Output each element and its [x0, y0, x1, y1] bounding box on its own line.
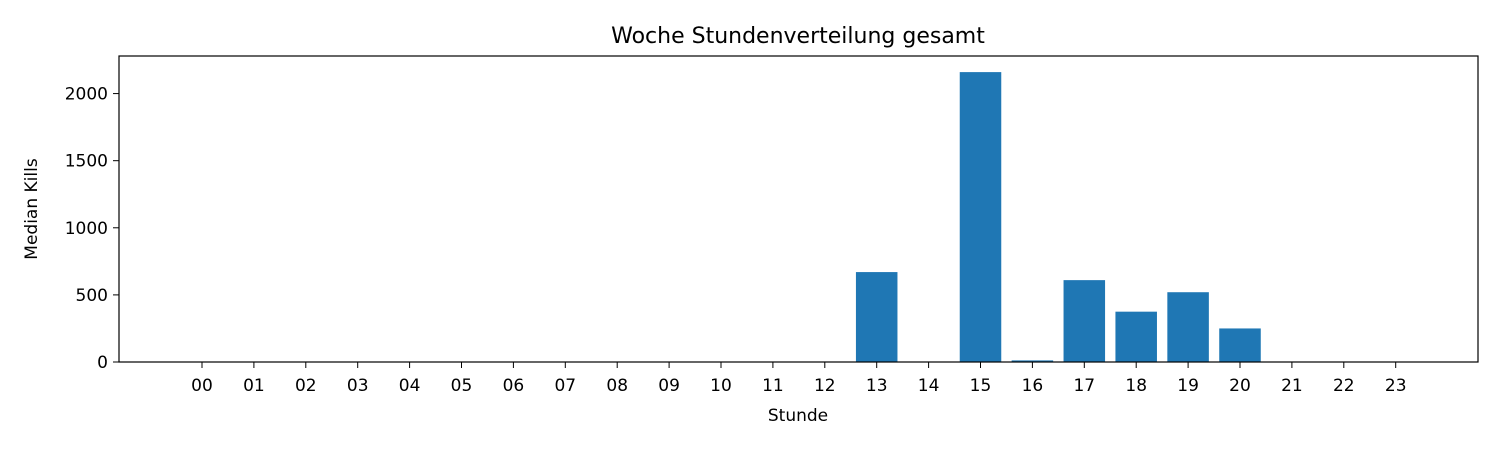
x-tick-label-16: 16 — [1022, 376, 1044, 396]
x-tick-label-14: 14 — [918, 376, 940, 396]
bar-15 — [959, 72, 1002, 363]
x-tick-label-02: 02 — [295, 376, 317, 396]
x-tick-label-03: 03 — [347, 376, 369, 396]
x-tick-label-04: 04 — [399, 376, 421, 396]
x-tick-label-13: 13 — [866, 376, 888, 396]
y-axis-label: Median Kills — [22, 158, 42, 260]
bar-17 — [1063, 280, 1106, 362]
x-tick-label-07: 07 — [554, 376, 576, 396]
x-tick-label-12: 12 — [814, 376, 836, 396]
bar-13 — [855, 272, 898, 362]
x-tick-label-21: 21 — [1281, 376, 1303, 396]
y-axis: 0 500 1000 1500 2000 — [65, 85, 119, 373]
x-tick-label-06: 06 — [503, 376, 525, 396]
chart-title: Woche Stundenverteilung gesamt — [611, 24, 985, 49]
x-tick-label-15: 15 — [970, 376, 992, 396]
bar-20 — [1219, 328, 1261, 362]
x-tick-label-00: 00 — [191, 376, 213, 396]
x-tick-label-20: 20 — [1229, 376, 1251, 396]
x-axis-label: Stunde — [768, 406, 828, 426]
x-tick-label-01: 01 — [243, 376, 265, 396]
bar-19 — [1167, 292, 1209, 362]
x-tick-label-10: 10 — [710, 376, 732, 396]
bars-group — [855, 72, 1261, 363]
bar-18 — [1115, 311, 1157, 362]
y-tick-label-1500: 1500 — [65, 152, 108, 172]
x-tick-label-18: 18 — [1125, 376, 1147, 396]
x-tick-label-08: 08 — [606, 376, 628, 396]
y-tick-label-1000: 1000 — [65, 219, 108, 239]
x-tick-label-19: 19 — [1177, 376, 1199, 396]
x-axis: 00 01 02 03 04 05 06 07 08 09 10 11 12 13 14 15 16 17 18 19… — [191, 362, 1407, 396]
y-tick-label-500: 500 — [76, 286, 108, 306]
x-tick-label-05: 05 — [451, 376, 473, 396]
x-tick-label-09: 09 — [658, 376, 680, 396]
plot-frame — [118, 55, 1479, 363]
x-tick-label-23: 23 — [1385, 376, 1407, 396]
x-tick-label-22: 22 — [1333, 376, 1355, 396]
y-tick-label-0: 0 — [97, 353, 108, 373]
x-tick-label-17: 17 — [1073, 376, 1095, 396]
bar-16 — [1011, 360, 1054, 362]
x-tick-label-11: 11 — [762, 376, 784, 396]
y-tick-label-2000: 2000 — [65, 85, 108, 105]
